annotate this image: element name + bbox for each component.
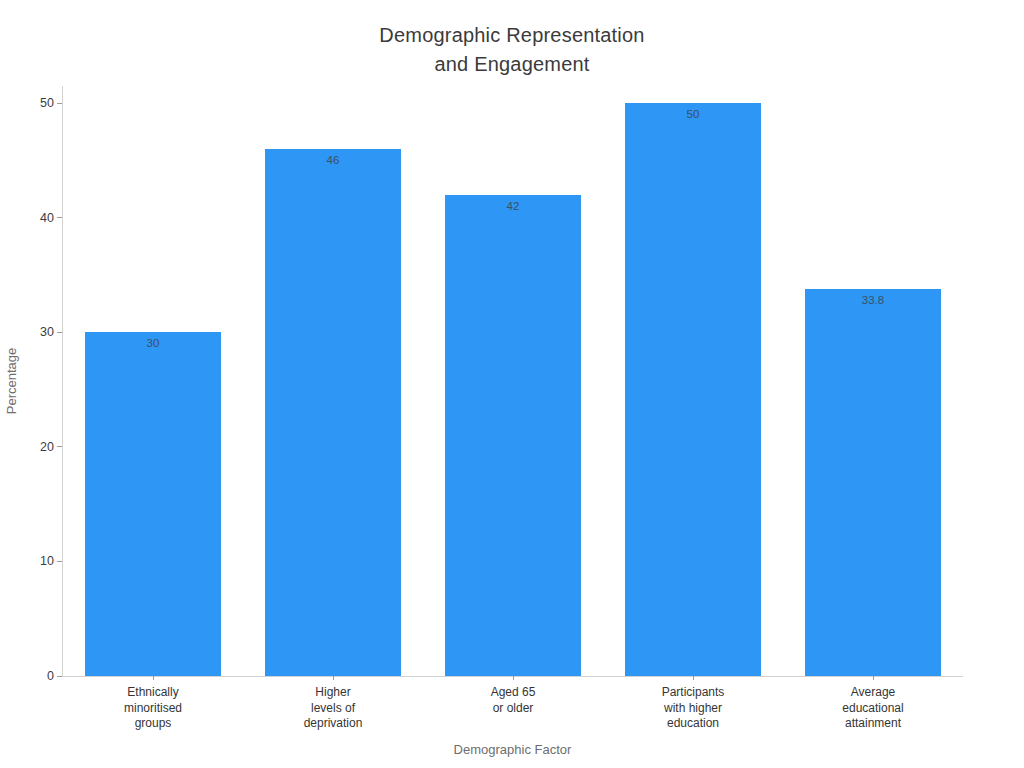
bars-container: 30Ethnically minoritised groups46Higher … xyxy=(63,86,963,676)
bar: 46 xyxy=(265,149,402,676)
bar: 50 xyxy=(625,103,762,676)
y-axis-tick-label: 30 xyxy=(40,324,54,340)
x-axis-tick-mark xyxy=(693,676,694,680)
y-axis-tick-label: 20 xyxy=(40,439,54,455)
bar-slot: 30Ethnically minoritised groups xyxy=(63,86,243,676)
bar: 33.8 xyxy=(805,289,942,676)
bar: 30 xyxy=(85,332,222,676)
y-axis-tick-label: 10 xyxy=(40,553,54,569)
y-axis-tick-mark xyxy=(57,332,62,333)
y-axis-tick-label: 40 xyxy=(40,210,54,226)
x-axis-tick-mark xyxy=(153,676,154,680)
x-axis-category-label: Ethnically minoritised groups xyxy=(68,685,238,732)
x-axis-category-label: Aged 65 or older xyxy=(428,685,598,716)
x-axis-tick-mark xyxy=(873,676,874,680)
x-axis-category-label: Participants with higher education xyxy=(608,685,778,732)
bar-chart-figure: Demographic Representation and Engagemen… xyxy=(0,0,1024,768)
bar-value-label: 30 xyxy=(85,337,222,349)
bar-value-label: 42 xyxy=(445,200,582,212)
bar-slot: 46Higher levels of deprivation xyxy=(243,86,423,676)
bar-value-label: 46 xyxy=(265,154,402,166)
x-axis-category-label: Average educational attainment xyxy=(788,685,958,732)
y-axis-title: Percentage xyxy=(4,281,20,481)
y-axis-tick-mark xyxy=(57,103,62,104)
bar-slot: 33.8Average educational attainment xyxy=(783,86,963,676)
bar: 42 xyxy=(445,195,582,676)
y-axis-tick-mark xyxy=(57,676,62,677)
y-axis-tick-label: 0 xyxy=(47,668,54,684)
x-axis-tick-mark xyxy=(333,676,334,680)
y-axis-tick-mark xyxy=(57,561,62,562)
bar-slot: 50Participants with higher education xyxy=(603,86,783,676)
x-axis-tick-mark xyxy=(513,676,514,680)
x-axis-title: Demographic Factor xyxy=(62,742,963,757)
x-axis-category-label: Higher levels of deprivation xyxy=(248,685,418,732)
bar-value-label: 33.8 xyxy=(805,294,942,306)
bar-slot: 42Aged 65 or older xyxy=(423,86,603,676)
y-axis-tick-label: 50 xyxy=(40,95,54,111)
y-axis-tick-mark xyxy=(57,217,62,218)
plot-area: 30Ethnically minoritised groups46Higher … xyxy=(62,86,963,677)
bar-value-label: 50 xyxy=(625,108,762,120)
chart-title: Demographic Representation and Engagemen… xyxy=(0,21,1024,79)
y-axis-tick-mark xyxy=(57,446,62,447)
